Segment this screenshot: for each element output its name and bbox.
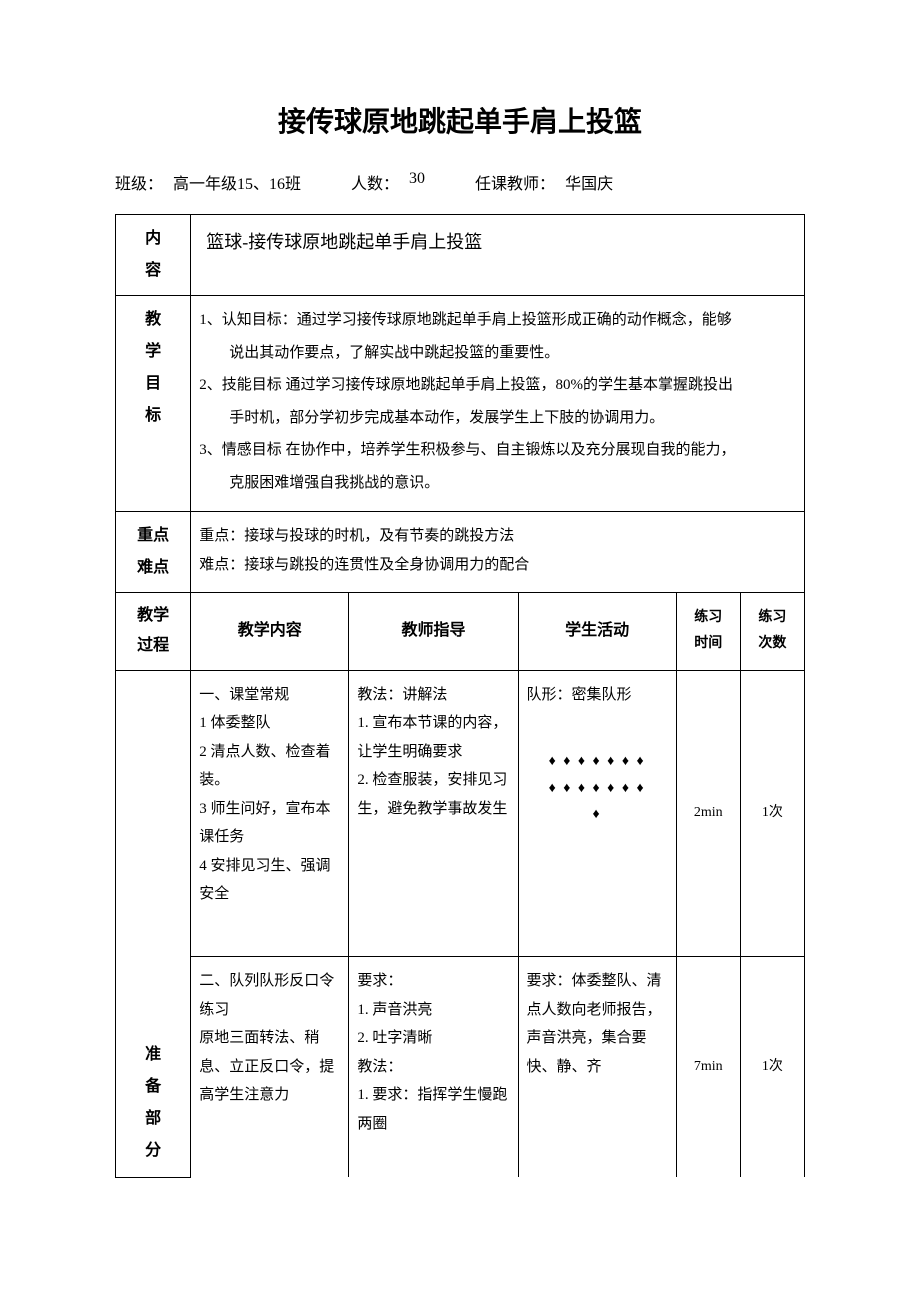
teacher-value: 华国庆 — [565, 170, 613, 194]
count-value: 30 — [409, 170, 425, 194]
formation-label: 队形：密集队形 — [527, 681, 668, 710]
content-header: 内容 — [116, 215, 191, 296]
goals-cell: 1、认知目标：通过学习接传球原地跳起单手肩上投篮形成正确的动作概念，能够 说出其… — [191, 296, 805, 512]
class-value: 高一年级15、16班 — [173, 170, 301, 194]
row1-time: 2min — [676, 670, 740, 957]
key-difficult-header: 重点难点 — [116, 512, 191, 593]
document-page: 接传球原地跳起单手肩上投篮 班级： 高一年级15、16班 人数： 30 任课教师… — [0, 0, 920, 1218]
table-row: 教学过程 教学内容 教师指导 学生活动 练习时间 练习次数 — [116, 593, 805, 671]
content-col-header: 教学内容 — [191, 593, 349, 671]
goals-header: 教学目标 — [116, 296, 191, 512]
count-col-header: 练习次数 — [740, 593, 804, 671]
row1-content: 一、课堂常规 1 体委整队 2 清点人数、检查着装。 3 师生问好，宣布本课任务… — [191, 670, 349, 957]
table-row: 二、队列队形反口令练习 原地三面转法、稍息、立正反口令，提高学生注意力 要求： … — [116, 957, 805, 1177]
class-meta: 班级： 高一年级15、16班 — [115, 170, 301, 194]
formation-line: ♦ — [527, 802, 668, 829]
row1-activity: 队形：密集队形 ♦ ♦ ♦ ♦ ♦ ♦ ♦ ♦ ♦ ♦ ♦ ♦ ♦ ♦ ♦ — [518, 670, 676, 957]
time-col-header: 练习时间 — [676, 593, 740, 671]
row2-time: 7min — [676, 957, 740, 1177]
count-label: 人数： — [351, 170, 399, 194]
key-difficult-cell: 重点：接球与投球的时机，及有节奏的跳投方法 难点：接球与跳投的连贯性及全身协调用… — [191, 512, 805, 593]
teacher-meta: 任课教师： 华国庆 — [475, 170, 613, 194]
row1-count: 1次 — [740, 670, 804, 957]
key-point: 重点：接球与投球的时机，及有节奏的跳投方法 — [199, 522, 796, 551]
formation-line: ♦ ♦ ♦ ♦ ♦ ♦ ♦ — [527, 749, 668, 776]
table-row: 教学目标 1、认知目标：通过学习接传球原地跳起单手肩上投篮形成正确的动作概念，能… — [116, 296, 805, 512]
difficult-point: 难点：接球与跳投的连贯性及全身协调用力的配合 — [199, 551, 796, 580]
goal-line: 手时机，部分学初步完成基本动作，发展学生上下肢的协调用力。 — [199, 404, 796, 433]
row2-count: 1次 — [740, 957, 804, 1177]
formation-line: ♦ ♦ ♦ ♦ ♦ ♦ ♦ — [527, 776, 668, 803]
goal-line: 3、情感目标 在协作中，培养学生积极参与、自主锻炼以及充分展现自我的能力， — [199, 436, 796, 465]
teacher-label: 任课教师： — [475, 170, 555, 194]
row2-content: 二、队列队形反口令练习 原地三面转法、稍息、立正反口令，提高学生注意力 — [191, 957, 349, 1177]
guide-col-header: 教师指导 — [349, 593, 518, 671]
prep-header: 准备部分 — [116, 670, 191, 1177]
lesson-plan-table: 内容 篮球-接传球原地跳起单手肩上投篮 教学目标 1、认知目标：通过学习接传球原… — [115, 214, 805, 1178]
activity-col-header: 学生活动 — [518, 593, 676, 671]
goal-line: 2、技能目标 通过学习接传球原地跳起单手肩上投篮，80%的学生基本掌握跳投出 — [199, 371, 796, 400]
row2-guide: 要求： 1. 声音洪亮 2. 吐字清晰 教法： 1. 要求：指挥学生慢跑两圈 — [349, 957, 518, 1177]
doc-title: 接传球原地跳起单手肩上投篮 — [115, 100, 805, 140]
goal-line: 说出其动作要点，了解实战中跳起投篮的重要性。 — [199, 339, 796, 368]
table-row: 准备部分 一、课堂常规 1 体委整队 2 清点人数、检查着装。 3 师生问好，宣… — [116, 670, 805, 957]
process-header: 教学过程 — [116, 593, 191, 671]
goal-line: 1、认知目标：通过学习接传球原地跳起单手肩上投篮形成正确的动作概念，能够 — [199, 306, 796, 335]
table-row: 内容 篮球-接传球原地跳起单手肩上投篮 — [116, 215, 805, 296]
row1-guide: 教法：讲解法 1. 宣布本节课的内容，让学生明确要求 2. 检查服装，安排见习生… — [349, 670, 518, 957]
count-meta: 人数： 30 — [351, 170, 425, 194]
goal-line: 克服困难增强自我挑战的意识。 — [199, 469, 796, 498]
content-value: 篮球-接传球原地跳起单手肩上投篮 — [191, 215, 805, 296]
class-label: 班级： — [115, 170, 163, 194]
table-row: 重点难点 重点：接球与投球的时机，及有节奏的跳投方法 难点：接球与跳投的连贯性及… — [116, 512, 805, 593]
row2-activity: 要求：体委整队、清点人数向老师报告，声音洪亮，集合要快、静、齐 — [518, 957, 676, 1177]
meta-row: 班级： 高一年级15、16班 人数： 30 任课教师： 华国庆 — [115, 170, 805, 194]
